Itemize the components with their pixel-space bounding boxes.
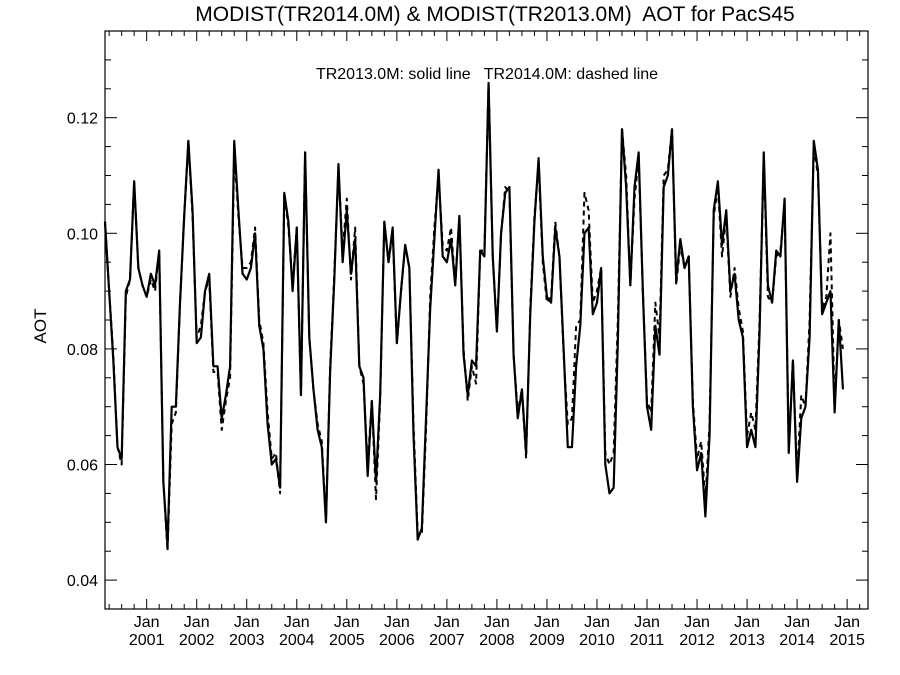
x-tick-month-label: Jan: [284, 614, 310, 631]
x-tick-month-label: Jan: [584, 614, 610, 631]
x-tick-year-label: 2013: [729, 632, 765, 649]
chart-title: MODIST(TR2014.0M) & MODIST(TR2013.0M) AO…: [195, 3, 795, 26]
x-tick-year-label: 2008: [479, 632, 515, 649]
x-tick-month-label: Jan: [834, 614, 860, 631]
x-tick-month-label: Jan: [334, 614, 360, 631]
x-tick-year-label: 2001: [129, 632, 165, 649]
x-tick-year-label: 2011: [630, 632, 665, 649]
x-tick-year-label: 2005: [329, 632, 365, 649]
plot-frame: [104, 30, 869, 610]
x-tick-year-label: 2009: [529, 632, 565, 649]
y-axis: 0.04 0.06 0.08 0.10 0.12: [67, 30, 868, 610]
x-axis: Jan2001Jan2002Jan2003Jan2004Jan2005Jan20…: [108, 31, 865, 649]
legend-annotation: TR2013.0M: solid line TR2014.0M: dashed …: [316, 66, 658, 83]
x-tick-year-label: 2014: [779, 632, 815, 649]
x-tick-month-label: Jan: [434, 614, 460, 631]
x-tick-month-label: Jan: [734, 614, 760, 631]
y-tick-label: 0.04: [67, 573, 98, 590]
x-tick-month-label: Jan: [484, 614, 510, 631]
y-tick-label: 0.10: [67, 226, 98, 243]
x-tick-year-label: 2004: [279, 632, 315, 649]
y-axis-label: AOT: [31, 309, 50, 344]
x-tick-year-label: 2007: [429, 632, 465, 649]
y-tick-label: 0.06: [67, 458, 98, 475]
x-tick-month-label: Jan: [234, 614, 260, 631]
x-tick-year-label: 2006: [379, 632, 415, 649]
x-tick-month-label: Jan: [634, 614, 660, 631]
x-tick-year-label: 2003: [229, 632, 265, 649]
x-tick-month-label: Jan: [784, 614, 810, 631]
x-tick-month-label: Jan: [534, 614, 560, 631]
x-tick-month-label: Jan: [184, 614, 210, 631]
x-tick-year-label: 2012: [679, 632, 715, 649]
x-tick-month-label: Jan: [384, 614, 410, 631]
series-line-tr2013-0m: [103, 81, 845, 547]
series-line-tr2014-0m: [103, 82, 844, 553]
y-tick-label: 0.08: [67, 342, 98, 359]
x-tick-month-label: Jan: [134, 614, 160, 631]
x-tick-year-label: 2002: [179, 632, 215, 649]
series-layer: [103, 81, 845, 553]
x-tick-month-label: Jan: [684, 614, 710, 631]
y-tick-label: 0.12: [67, 111, 98, 128]
x-tick-year-label: 2010: [579, 632, 615, 649]
x-tick-year-label: 2015: [829, 632, 865, 649]
